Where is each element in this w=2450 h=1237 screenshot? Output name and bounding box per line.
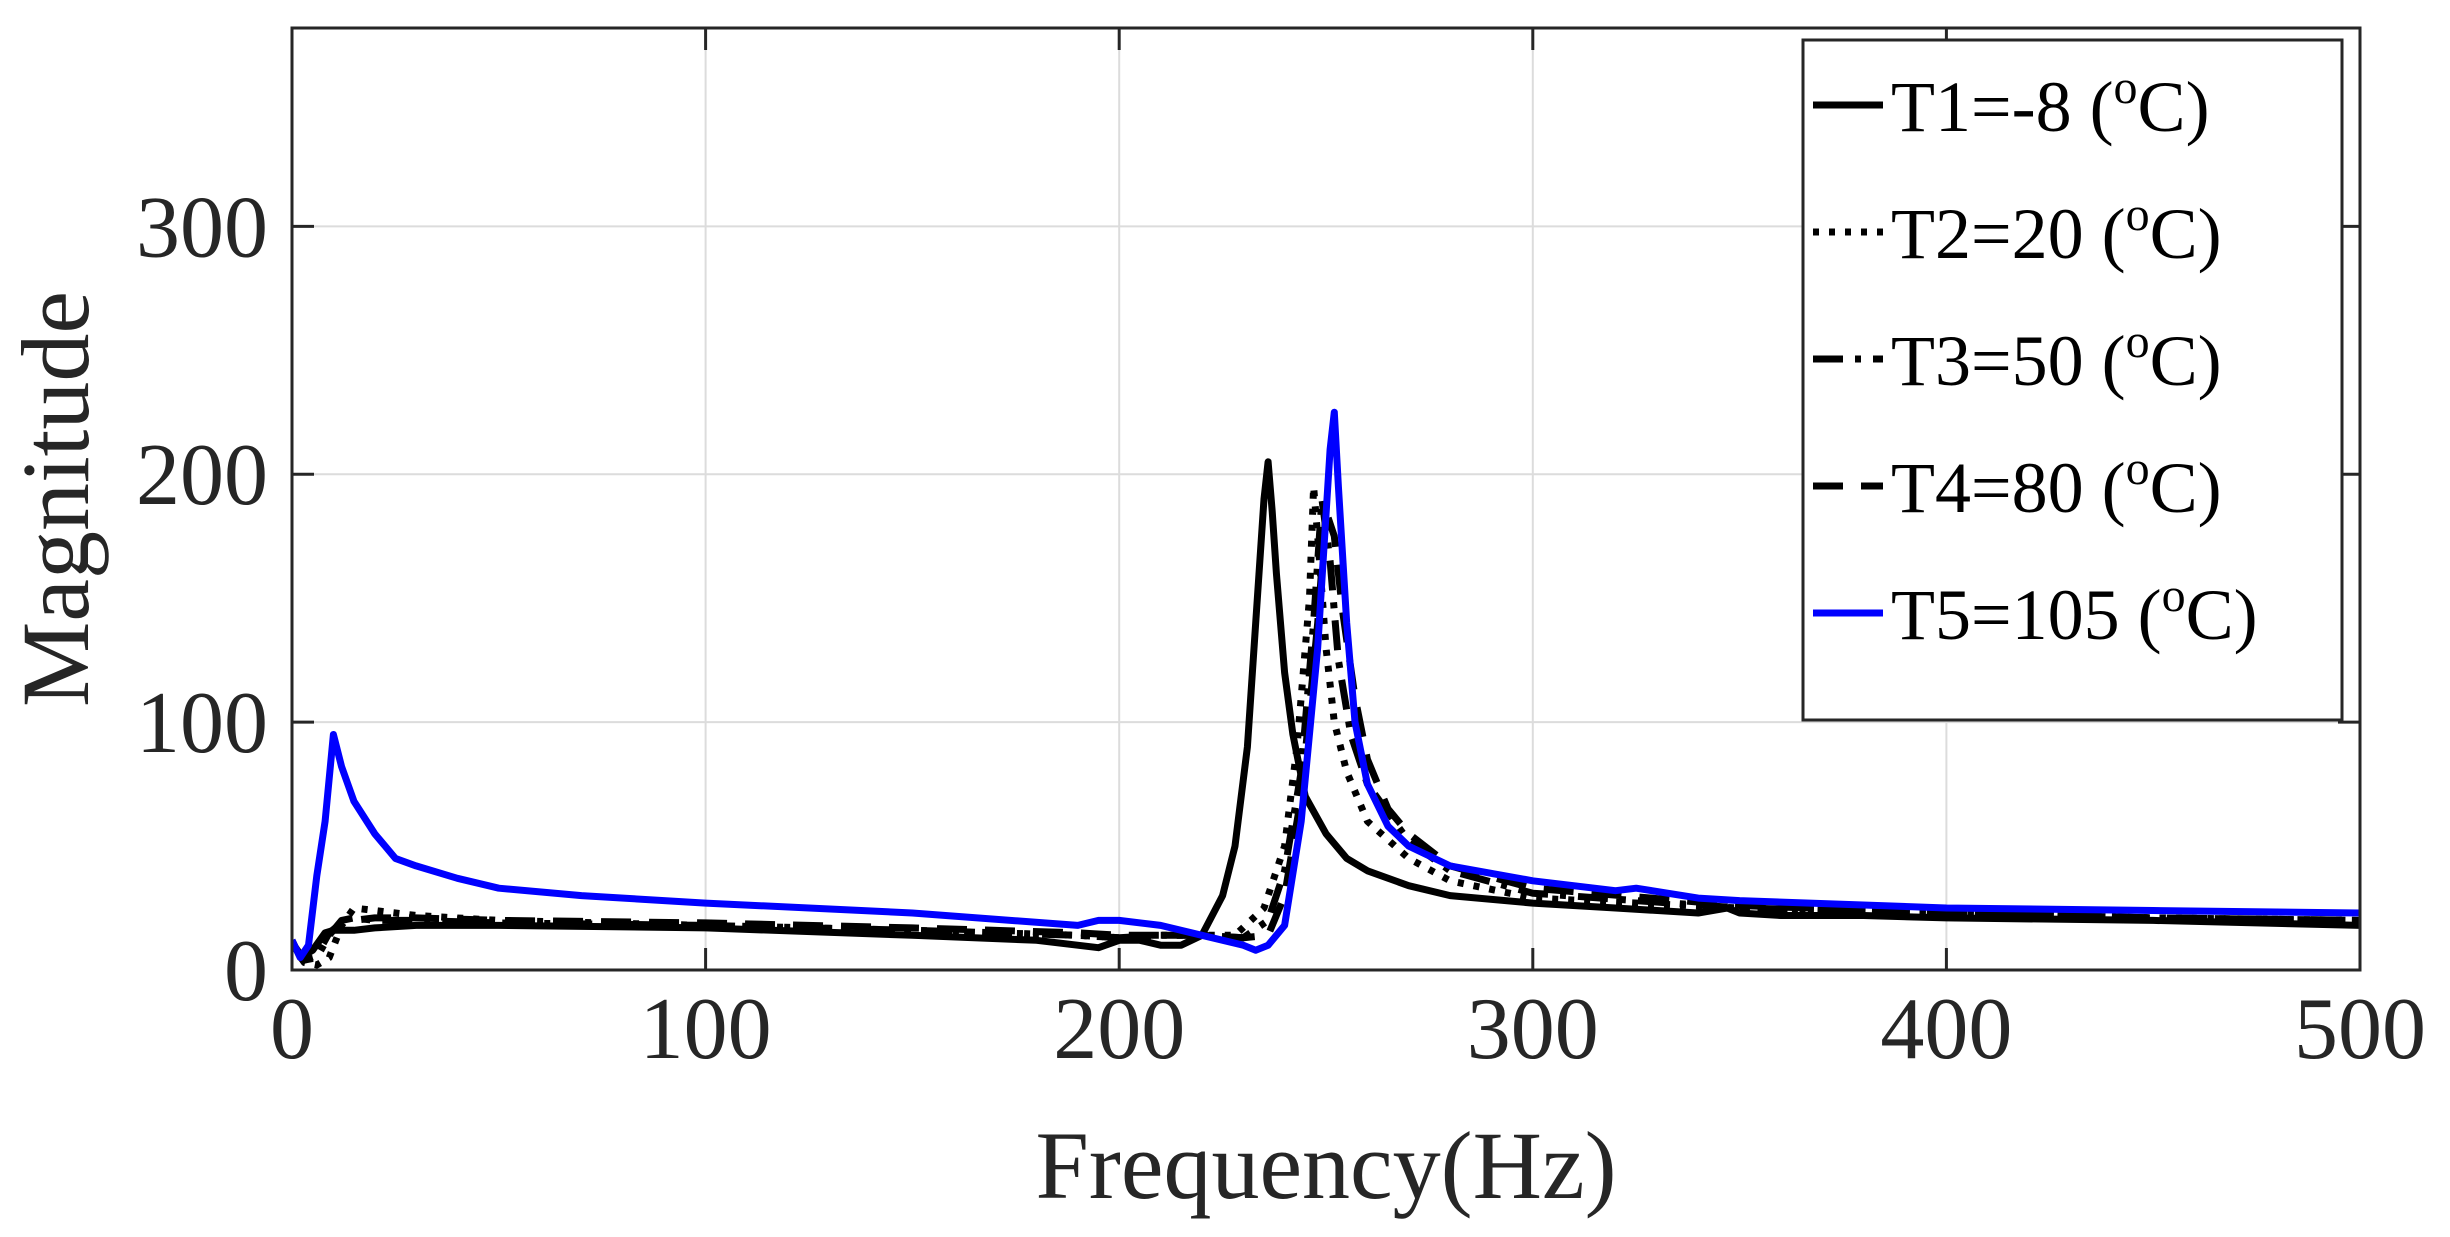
legend-label-unit: C) (2150, 448, 2222, 528)
plot-frame (290, 26, 2362, 972)
series-line-t4 (292, 507, 2360, 964)
x-tick-label: 300 (1467, 981, 1599, 1078)
legend-label-main: T4=80 ( (1891, 448, 2126, 528)
axis-ticks (290, 28, 2362, 972)
legend-label-main: T3=50 ( (1891, 321, 2126, 401)
series-layer (292, 408, 2360, 969)
legend-label-main: T5=105 ( (1891, 575, 2162, 655)
y-tick-labels: 0 100 200 300 (136, 179, 268, 1020)
legend-box (1801, 38, 2344, 722)
legend-label-t4: T4=80 (oC) (1891, 442, 2222, 528)
legend-label-t2: T2=20 (oC) (1891, 188, 2222, 274)
x-tick-label: 400 (1880, 981, 2012, 1078)
y-tick-label: 200 (136, 427, 268, 524)
x-tick-label: 200 (1053, 981, 1185, 1078)
legend-label-sup: o (2126, 315, 2150, 368)
legend-label-t3: T3=50 (oC) (1891, 315, 2222, 401)
y-axis-label: Magnitude (2, 291, 109, 707)
series-line-t2 (292, 483, 2360, 969)
legend-label-main: T2=20 ( (1891, 194, 2126, 274)
legend: T1=-8 (oC)T2=20 (oC)T3=50 (oC)T4=80 (oC)… (1801, 38, 2344, 722)
legend-label-main: T1=-8 ( (1891, 67, 2114, 147)
series-line-t1 (292, 458, 2360, 962)
legend-label-sup: o (2126, 188, 2150, 241)
y-tick-label: 100 (136, 675, 268, 772)
legend-label-unit: C) (2138, 67, 2210, 147)
x-axis-label: Frequency(Hz) (1035, 1112, 1616, 1219)
legend-label-t1: T1=-8 (oC) (1891, 61, 2210, 147)
y-tick-label: 0 (224, 923, 268, 1020)
legend-label-t5: T5=105 (oC) (1891, 569, 2258, 655)
series-line-t5 (292, 408, 2360, 962)
legend-label-sup: o (2114, 61, 2138, 114)
x-tick-labels: 0 100 200 300 400 500 (270, 981, 2426, 1078)
x-tick-label: 100 (640, 981, 772, 1078)
x-tick-label: 0 (270, 981, 314, 1078)
legend-label-unit: C) (2186, 575, 2258, 655)
x-tick-label: 500 (2294, 981, 2426, 1078)
legend-label-sup: o (2162, 569, 2186, 622)
legend-label-unit: C) (2150, 321, 2222, 401)
legend-label-unit: C) (2150, 194, 2222, 274)
legend-label-sup: o (2126, 442, 2150, 495)
y-tick-label: 300 (136, 179, 268, 276)
